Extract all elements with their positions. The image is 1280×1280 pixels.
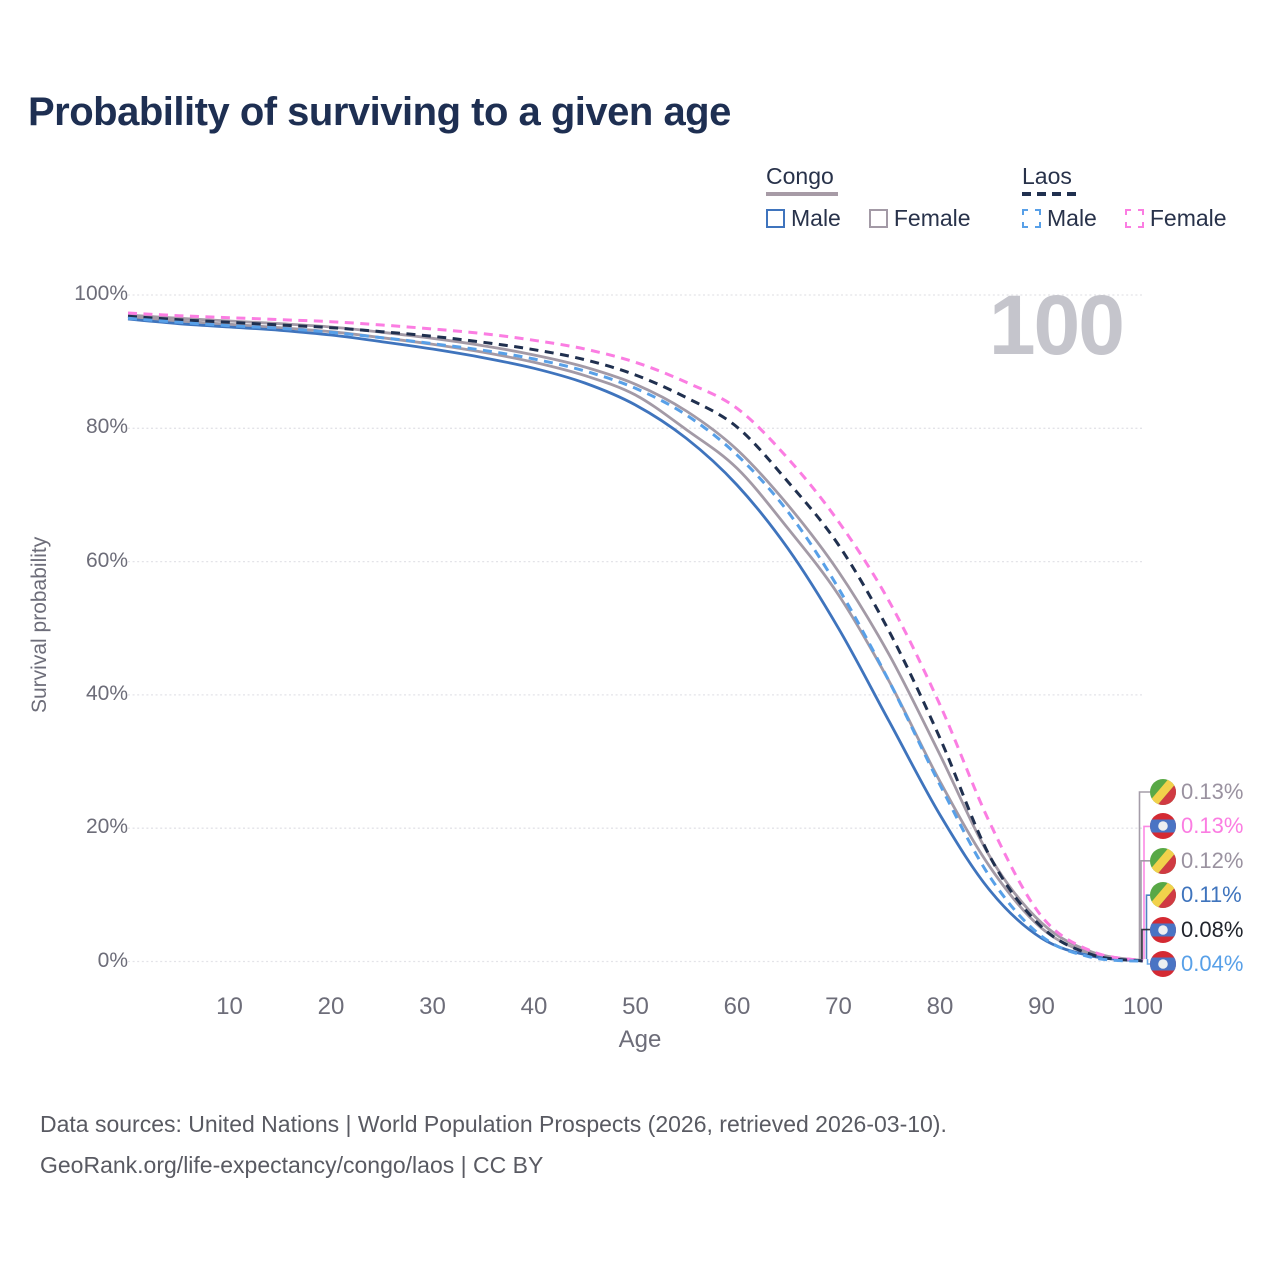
y-tick-label: 100% <box>74 282 128 305</box>
leader-line-congo-male <box>1145 894 1150 959</box>
legend-swatch-laos-female <box>1124 209 1144 229</box>
x-tick-label: 80 <box>926 993 954 1020</box>
legend-country-line-sample <box>1022 192 1076 197</box>
legend-item-label: Male <box>1047 205 1097 232</box>
end-value: 0.08% <box>1181 916 1244 942</box>
end-value: 0.13% <box>1181 813 1244 839</box>
legend-item-label: Female <box>1149 205 1227 232</box>
y-tick-label: 20% <box>85 815 128 839</box>
legend-country-label: Congo <box>766 163 834 189</box>
laos-flag-icon <box>1150 813 1176 840</box>
end-label-laos-female: 0.13% <box>1150 813 1244 840</box>
x-tick-label: 40 <box>520 993 548 1020</box>
leader-line-congo-both <box>1140 860 1150 959</box>
curve-congo-both <box>127 315 1144 963</box>
legend-country-line-sample <box>766 192 838 197</box>
x-tick-label: 60 <box>723 993 751 1020</box>
curve-congo-male <box>127 317 1144 963</box>
y-tick-label: 0% <box>97 948 128 972</box>
legend-items: Male Female <box>766 205 971 232</box>
legend-item-laos-male[interactable]: Male <box>1022 205 1097 232</box>
x-tick-label: 50 <box>622 993 649 1020</box>
page-title: Probability of surviving to a given age <box>28 90 731 134</box>
x-tick-label: 10 <box>216 993 243 1020</box>
end-value: 0.11% <box>1181 882 1242 908</box>
end-value: 0.04% <box>1181 951 1244 976</box>
curve-laos-male <box>127 316 1144 963</box>
end-label-congo-male: 0.11% <box>1150 882 1242 909</box>
laos-flag-icon <box>1150 951 1176 977</box>
x-tick-label: 20 <box>317 993 345 1020</box>
end-value: 0.12% <box>1181 847 1244 873</box>
legend-country-label: Laos <box>1022 163 1072 189</box>
x-tick-label: 100 <box>1122 993 1164 1020</box>
legend-group-laos: Laos Male Female <box>1022 163 1227 232</box>
y-axis-label: Survival probability <box>28 536 51 714</box>
legend-item-label: Male <box>791 205 841 232</box>
leader-line-laos-both <box>1141 928 1150 959</box>
congo-flag-icon <box>1150 779 1176 805</box>
y-tick-label: 40% <box>85 681 128 705</box>
x-tick-label: 90 <box>1028 993 1055 1020</box>
legend-swatch-congo-female <box>868 209 888 229</box>
laos-flag-icon <box>1150 916 1176 943</box>
legend-item-laos-female[interactable]: Female <box>1124 205 1227 232</box>
footer-sources-line: Data sources: United Nations | World Pop… <box>40 1111 947 1137</box>
footer: Data sources: United Nations | World Pop… <box>40 1104 947 1186</box>
age-watermark: 100 <box>988 278 1125 372</box>
y-tick-label: 80% <box>85 415 128 439</box>
end-label-laos-both: 0.08% <box>1150 916 1244 943</box>
curve-congo-female <box>127 313 1144 962</box>
end-label-laos-male: 0.04% <box>1150 951 1243 977</box>
leader-line-congo-female <box>1138 791 1150 959</box>
congo-flag-icon <box>1150 882 1176 909</box>
legend-item-congo-female[interactable]: Female <box>868 205 971 232</box>
footer-attribution-line: GeoRank.org/life-expectancy/congo/laos |… <box>40 1152 544 1178</box>
leader-line-laos-female <box>1143 825 1150 959</box>
x-tick-label: 30 <box>419 993 446 1020</box>
x-axis-label: Age <box>618 1026 662 1053</box>
congo-flag-icon <box>1150 847 1176 874</box>
legend-item-label: Female <box>893 205 971 232</box>
legend-group-congo: Congo Male Female <box>766 163 971 232</box>
end-label-congo-female: 0.13% <box>1150 779 1243 805</box>
legend-item-congo-male[interactable]: Male <box>766 205 841 232</box>
legend-swatch-laos-male <box>1022 209 1041 229</box>
leader-line-laos-male <box>1146 959 1150 965</box>
end-value: 0.13% <box>1181 779 1244 804</box>
end-label-congo-both: 0.12% <box>1150 847 1244 874</box>
curve-laos-female <box>127 311 1144 963</box>
y-tick-label: 60% <box>85 548 128 572</box>
curve-laos-both <box>127 314 1144 963</box>
legend-swatch-congo-male <box>766 209 785 229</box>
legend-items: Male Female <box>1022 205 1227 232</box>
x-tick-label: 70 <box>825 993 852 1020</box>
